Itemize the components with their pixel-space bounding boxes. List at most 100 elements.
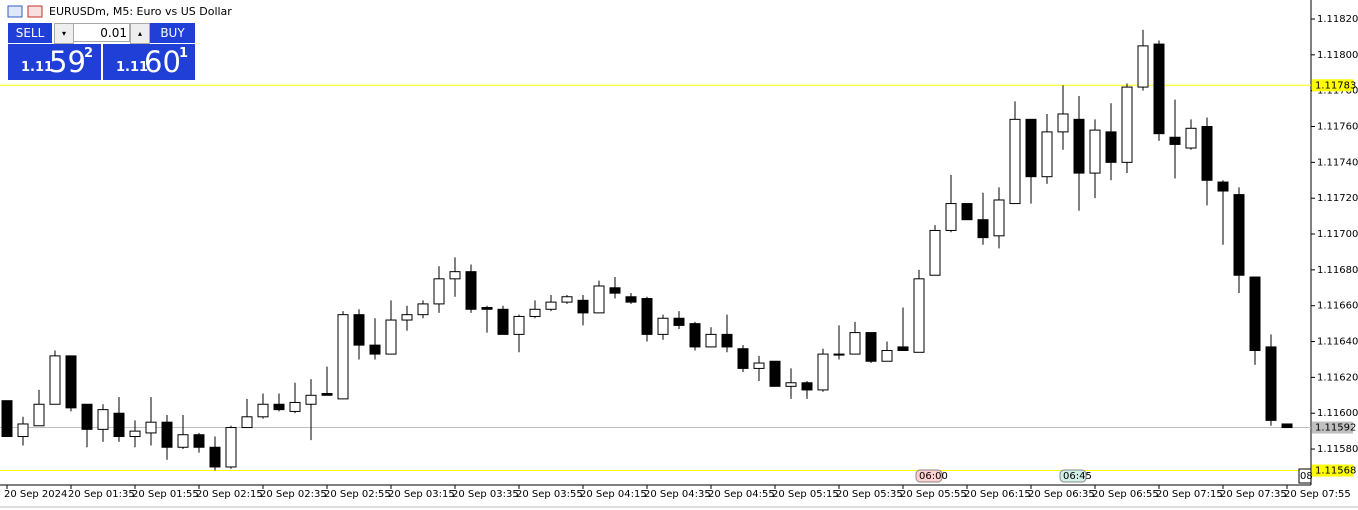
x-tick-label: 20 Sep 02:15 <box>196 489 263 500</box>
x-tick-label: 20 Sep 2024 <box>4 489 67 500</box>
price-main: 59 <box>49 45 86 79</box>
candle-body <box>1153 43 1165 135</box>
y-tick-label: 1.11700 <box>1317 229 1358 240</box>
candle-body <box>1057 113 1069 133</box>
level-label-box <box>1312 464 1353 477</box>
edge-label: 08 <box>1300 471 1313 482</box>
candle-body <box>401 314 413 321</box>
candle-body <box>801 382 813 391</box>
buy-button[interactable]: BUY <box>150 23 195 43</box>
x-tick-label: 20 Sep 06:35 <box>1028 489 1095 500</box>
candle-body <box>49 355 61 405</box>
candle-body <box>193 434 205 448</box>
candle-body <box>1201 126 1213 181</box>
y-tick-label: 1.11600 <box>1317 408 1358 419</box>
y-tick-label: 1.11760 <box>1317 122 1358 133</box>
icon <box>27 5 43 18</box>
level-label-box <box>1312 421 1353 434</box>
candle-body <box>1249 276 1261 352</box>
level-label-box <box>1312 79 1353 92</box>
candle-body <box>865 332 877 362</box>
candle-body <box>785 382 797 387</box>
candle-body <box>1 400 13 438</box>
candle-body <box>881 350 893 362</box>
x-tick-label: 20 Sep 06:15 <box>964 489 1031 500</box>
candle-body <box>97 409 109 430</box>
bid-price[interactable]: 1.11 59 2 <box>8 44 101 80</box>
candle-body <box>1185 127 1197 149</box>
candle-body <box>257 403 269 418</box>
candle-body <box>945 203 957 231</box>
x-tick-label: 20 Sep 04:35 <box>644 489 711 500</box>
y-tick-label: 1.11800 <box>1317 50 1358 61</box>
candle-body <box>225 427 237 468</box>
candle-body <box>145 421 157 434</box>
candle-body <box>1105 131 1117 163</box>
time-marker-label: 06:00 <box>919 471 948 482</box>
candle-body <box>897 346 909 352</box>
candle-body <box>289 401 301 412</box>
sell-button[interactable]: SELL <box>8 23 52 43</box>
x-tick-label: 20 Sep 03:15 <box>388 489 455 500</box>
candle-body <box>625 296 637 303</box>
candle-body <box>129 430 141 438</box>
x-tick-label: 20 Sep 01:35 <box>68 489 135 500</box>
candle-body <box>545 301 557 310</box>
volume-input[interactable]: 0.01 <box>73 23 130 42</box>
candle-body <box>385 319 397 355</box>
candle-body <box>321 393 333 396</box>
candle-body <box>993 199 1005 237</box>
candle-body <box>273 403 285 411</box>
time-marker <box>915 469 943 483</box>
candle-body <box>1121 86 1133 163</box>
x-tick-label: 20 Sep 04:15 <box>580 489 647 500</box>
price-big: 1.11 <box>21 60 54 75</box>
candle-body <box>497 308 509 335</box>
candle-body <box>353 314 365 346</box>
y-tick-label: 1.11660 <box>1317 301 1358 312</box>
x-tick-label: 20 Sep 07:15 <box>1156 489 1223 500</box>
y-tick-label: 1.11640 <box>1317 337 1358 348</box>
candle-body <box>657 317 669 335</box>
candle-body <box>1041 131 1053 178</box>
time-marker-label: 06:45 <box>1063 471 1092 482</box>
y-tick-label: 1.11680 <box>1317 265 1358 276</box>
candle-body <box>241 416 253 429</box>
level-label: 1.11592 <box>1315 423 1356 434</box>
candle-body <box>433 278 445 305</box>
x-tick-label: 20 Sep 07:35 <box>1220 489 1287 500</box>
candle-body <box>1137 45 1149 88</box>
x-tick-label: 20 Sep 03:55 <box>516 489 583 500</box>
time-marker <box>1059 469 1087 483</box>
y-tick-label: 1.11580 <box>1317 444 1358 455</box>
candle-body <box>817 353 829 391</box>
x-tick-label: 20 Sep 05:55 <box>900 489 967 500</box>
candle-body <box>1169 136 1181 145</box>
candle-body <box>449 271 461 280</box>
x-tick-label: 20 Sep 02:55 <box>324 489 391 500</box>
candle-body <box>481 306 493 310</box>
edge-label-box <box>1298 468 1312 484</box>
candle-body <box>641 298 653 335</box>
y-tick-label: 1.11740 <box>1317 157 1358 168</box>
candle-body <box>1281 423 1293 429</box>
volume-down[interactable]: ▾ <box>54 23 74 44</box>
candle-body <box>1265 346 1277 421</box>
candle-body <box>513 315 525 335</box>
candle-body <box>593 285 605 314</box>
price-small: 2 <box>84 46 94 61</box>
candle-body <box>529 308 541 317</box>
level-label: 1.11568 <box>1315 466 1356 477</box>
candle-body <box>65 355 77 409</box>
candle-body <box>737 348 749 369</box>
candle-body <box>113 412 125 438</box>
candle-body <box>929 229 941 276</box>
ask-price[interactable]: 1.11 60 1 <box>103 44 195 80</box>
candle-body <box>849 332 861 355</box>
x-tick-label: 20 Sep 01:55 <box>132 489 199 500</box>
x-tick-label: 20 Sep 04:55 <box>708 489 775 500</box>
candle-body <box>209 446 221 468</box>
volume-up[interactable]: ▴ <box>130 23 150 44</box>
